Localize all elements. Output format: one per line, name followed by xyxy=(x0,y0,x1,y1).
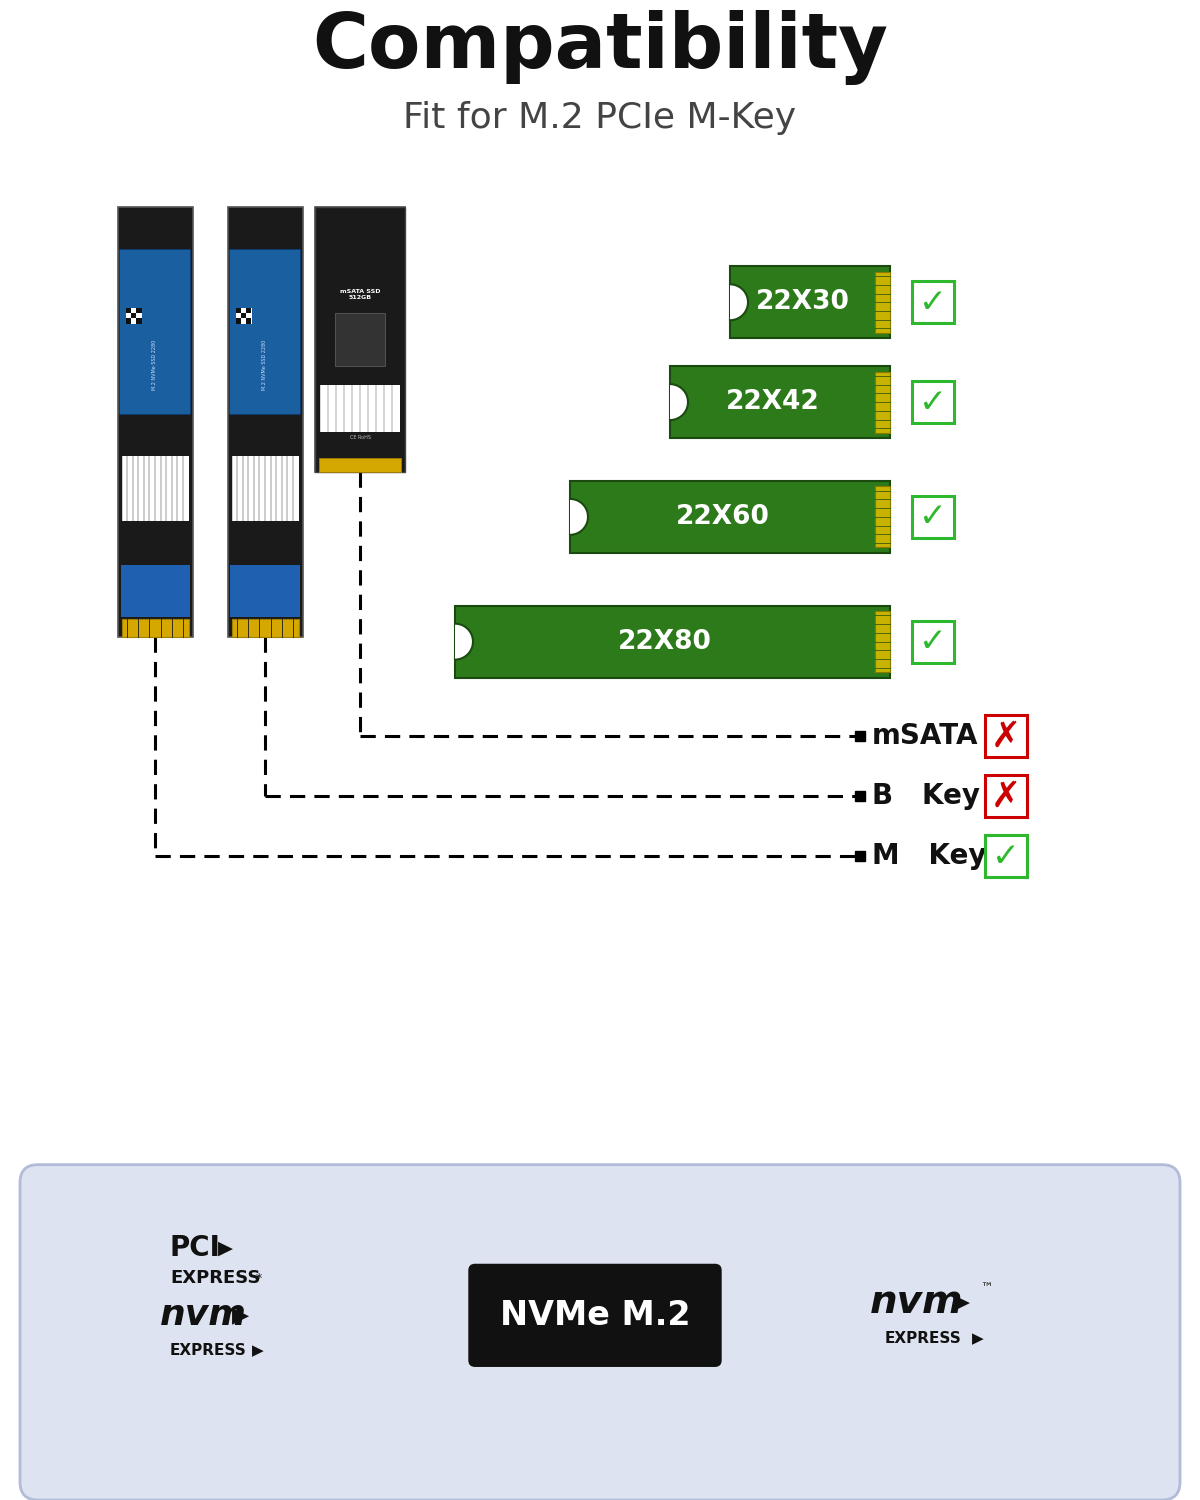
Bar xyxy=(875,486,890,548)
Text: ✓: ✓ xyxy=(992,840,1020,873)
Bar xyxy=(670,366,890,438)
Bar xyxy=(455,606,890,678)
Bar xyxy=(570,482,890,554)
FancyBboxPatch shape xyxy=(314,207,406,472)
Bar xyxy=(126,308,142,324)
Text: ▶: ▶ xyxy=(955,1293,970,1312)
Bar xyxy=(241,314,246,318)
FancyBboxPatch shape xyxy=(314,207,406,472)
Text: nvm: nvm xyxy=(870,1284,964,1322)
Text: mSATA: mSATA xyxy=(872,723,978,750)
FancyBboxPatch shape xyxy=(20,1164,1180,1500)
Bar xyxy=(246,318,252,324)
Text: *: * xyxy=(256,1272,263,1286)
Bar xyxy=(136,318,142,324)
Bar xyxy=(875,610,890,672)
Text: ✓: ✓ xyxy=(919,286,947,320)
Bar xyxy=(985,776,1027,818)
Text: 22X80: 22X80 xyxy=(618,628,712,654)
FancyBboxPatch shape xyxy=(229,249,300,414)
Bar xyxy=(875,272,890,333)
Text: mSATA SSD
512GB: mSATA SSD 512GB xyxy=(340,290,380,300)
Text: Fit for M.2 PCIe M-Key: Fit for M.2 PCIe M-Key xyxy=(403,100,797,135)
Text: 22X60: 22X60 xyxy=(676,504,769,530)
Text: ✓: ✓ xyxy=(919,386,947,418)
Text: EXPRESS: EXPRESS xyxy=(170,1269,260,1287)
Text: ▶: ▶ xyxy=(252,1342,264,1358)
Text: ✓: ✓ xyxy=(919,626,947,658)
Bar xyxy=(235,308,241,314)
Wedge shape xyxy=(730,285,748,320)
Text: 22X30: 22X30 xyxy=(756,290,850,315)
Text: EXPRESS: EXPRESS xyxy=(886,1330,961,1346)
Text: ✗: ✗ xyxy=(991,720,1021,753)
Bar xyxy=(235,318,241,324)
Text: B   Key: B Key xyxy=(872,783,980,810)
Text: ✓: ✓ xyxy=(919,501,947,534)
Bar xyxy=(136,308,142,314)
Text: ▶: ▶ xyxy=(218,1239,233,1258)
Text: nvm: nvm xyxy=(160,1299,247,1332)
Text: PCI: PCI xyxy=(170,1234,221,1263)
Bar xyxy=(320,384,400,432)
Bar xyxy=(335,314,385,366)
Bar xyxy=(985,716,1027,758)
Bar xyxy=(230,566,300,616)
Text: NVMe M.2: NVMe M.2 xyxy=(499,1299,690,1332)
Bar xyxy=(126,308,131,314)
Text: ™: ™ xyxy=(980,1282,992,1294)
Bar xyxy=(912,282,954,322)
Text: EXPRESS: EXPRESS xyxy=(170,1342,247,1358)
Text: ✗: ✗ xyxy=(991,780,1021,813)
Text: ▶: ▶ xyxy=(972,1330,984,1346)
Bar xyxy=(246,308,252,314)
Bar xyxy=(912,496,954,538)
Bar xyxy=(121,456,188,520)
Text: Compatibility: Compatibility xyxy=(312,10,888,86)
Bar xyxy=(912,621,954,663)
Text: M.2 NVMe SSD 2280: M.2 NVMe SSD 2280 xyxy=(152,339,157,390)
Text: ▶: ▶ xyxy=(232,1305,250,1326)
FancyBboxPatch shape xyxy=(120,249,191,414)
FancyBboxPatch shape xyxy=(469,1264,721,1366)
Bar xyxy=(319,458,401,472)
Bar xyxy=(131,314,136,318)
Bar xyxy=(232,456,299,520)
Text: CE RoHS: CE RoHS xyxy=(349,435,371,439)
Bar xyxy=(126,318,131,324)
Bar xyxy=(985,836,1027,878)
Bar xyxy=(121,618,188,636)
Text: M.2 NVMe SSD 2280: M.2 NVMe SSD 2280 xyxy=(263,339,268,390)
Text: 22X42: 22X42 xyxy=(726,388,820,416)
FancyBboxPatch shape xyxy=(228,207,302,636)
Wedge shape xyxy=(455,624,473,660)
Bar xyxy=(232,618,299,636)
FancyBboxPatch shape xyxy=(118,207,192,636)
Bar xyxy=(235,308,252,324)
Bar xyxy=(912,381,954,423)
Wedge shape xyxy=(670,384,688,420)
Bar xyxy=(120,566,190,616)
Text: M   Key: M Key xyxy=(872,842,986,870)
Bar xyxy=(875,372,890,432)
Bar xyxy=(730,267,890,338)
Wedge shape xyxy=(570,500,588,536)
